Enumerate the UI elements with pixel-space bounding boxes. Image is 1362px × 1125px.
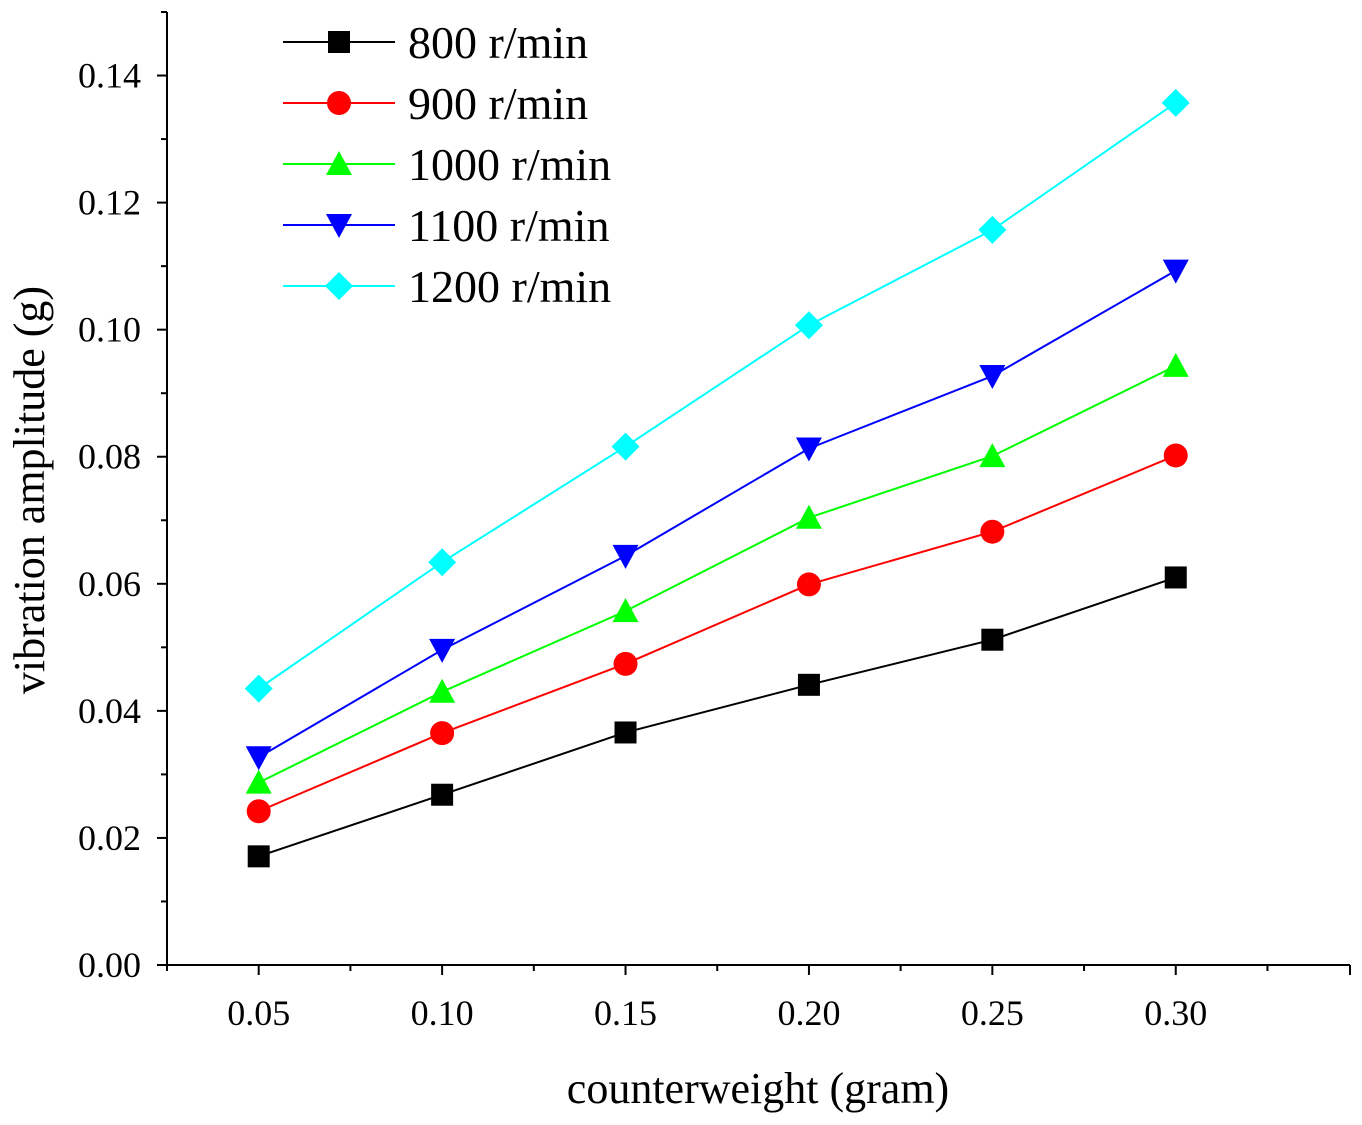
data-point xyxy=(428,548,457,577)
legend-label: 1000 r/min xyxy=(408,139,611,190)
y-tick-label: 0.14 xyxy=(78,56,141,96)
data-point xyxy=(1163,443,1188,468)
legend-marker xyxy=(325,272,353,300)
legend: 800 r/min 900 r/min 1000 r/min 1100 r/min 12… xyxy=(283,17,611,312)
data-point xyxy=(797,673,820,696)
data-point xyxy=(795,437,822,462)
x-tick-label: 0.30 xyxy=(1144,993,1207,1033)
data-point xyxy=(612,544,639,569)
x-tick-label: 0.20 xyxy=(777,993,840,1033)
legend-marker xyxy=(327,91,351,115)
data-point xyxy=(1162,259,1189,284)
series-line xyxy=(258,269,1177,759)
series-line xyxy=(258,364,1177,784)
data-point xyxy=(614,721,637,744)
data-point xyxy=(247,845,270,868)
y-tick-label: 0.10 xyxy=(78,310,141,350)
x-axis-title: counterweight (gram) xyxy=(567,1064,949,1113)
legend-marker xyxy=(326,151,352,175)
data-point xyxy=(981,628,1004,651)
data-point xyxy=(612,598,639,623)
data-point xyxy=(1162,352,1189,377)
data-point xyxy=(795,504,822,529)
series-line xyxy=(258,576,1177,858)
data-point xyxy=(794,311,823,340)
y-tick-label: 0.06 xyxy=(78,564,141,604)
x-tick-label: 0.15 xyxy=(594,993,657,1033)
series-line xyxy=(258,454,1177,813)
series-line xyxy=(258,102,1177,690)
data-point xyxy=(978,215,1007,244)
x-tick-label: 0.05 xyxy=(227,993,290,1033)
data-point xyxy=(613,651,638,676)
legend-marker xyxy=(326,214,352,238)
legend-label: 800 r/min xyxy=(408,17,588,68)
legend-label: 900 r/min xyxy=(408,78,588,129)
y-tick-label: 0.00 xyxy=(78,945,141,985)
series-lines xyxy=(258,102,1177,858)
data-point xyxy=(246,799,271,824)
data-point xyxy=(429,638,456,663)
data-point xyxy=(611,432,640,461)
data-point xyxy=(979,443,1006,468)
data-point xyxy=(1161,88,1190,117)
data-point xyxy=(1164,566,1187,589)
axes: 0.00 0.02 0.04 0.06 0.08 0.10 0.12 0.14 0.05 0.10… xyxy=(78,11,1351,1033)
legend-label: 1200 r/min xyxy=(408,261,611,312)
y-axis-title: vibration amplitude (g) xyxy=(5,286,54,694)
data-point xyxy=(245,769,272,794)
y-tick-label: 0.08 xyxy=(78,437,141,477)
series-markers xyxy=(244,88,1190,868)
data-point xyxy=(796,572,821,597)
data-point xyxy=(430,721,455,746)
data-point xyxy=(244,674,273,703)
x-tick-label: 0.10 xyxy=(411,993,474,1033)
data-point xyxy=(979,365,1006,390)
data-point xyxy=(431,783,454,806)
y-tick-label: 0.12 xyxy=(78,183,141,223)
data-point xyxy=(980,519,1005,544)
legend-marker xyxy=(328,31,350,53)
data-point xyxy=(245,746,272,771)
y-tick-label: 0.04 xyxy=(78,691,141,731)
y-tick-label: 0.02 xyxy=(78,818,141,858)
x-tick-label: 0.25 xyxy=(961,993,1024,1033)
legend-label: 1100 r/min xyxy=(408,200,609,251)
data-point xyxy=(429,678,456,703)
